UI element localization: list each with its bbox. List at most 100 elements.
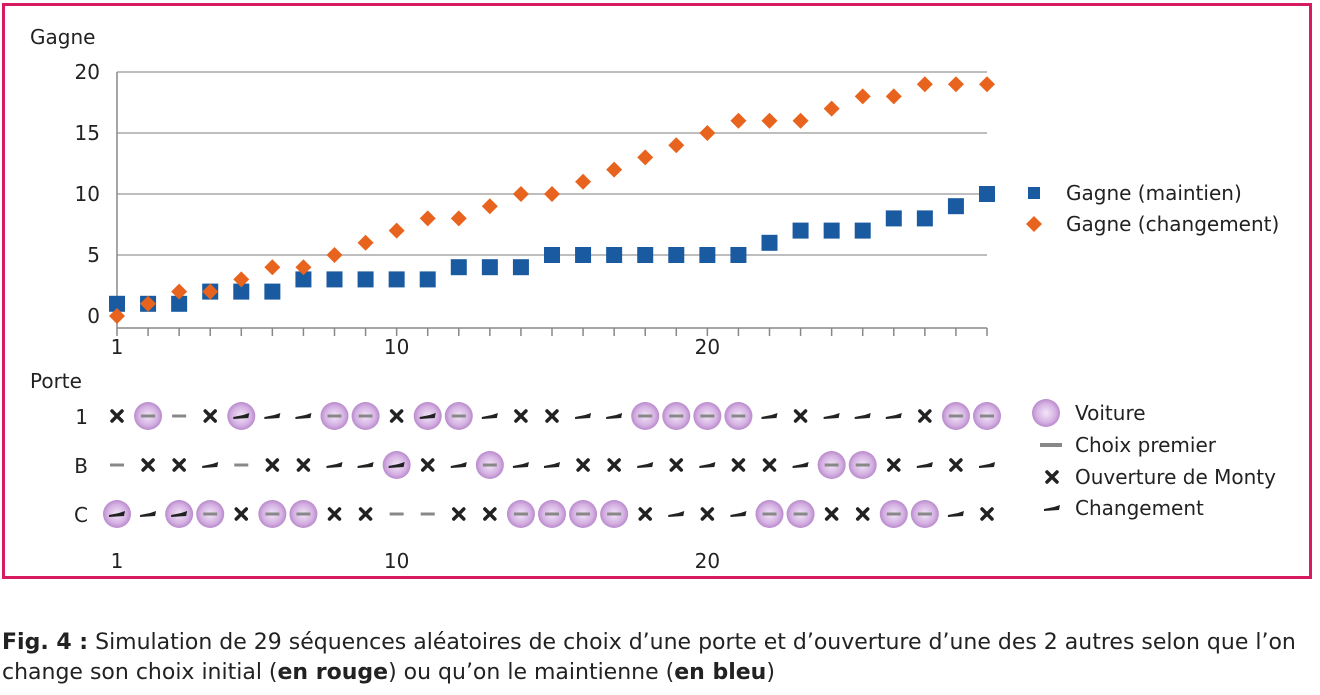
legend-first-choice-icon [1040, 443, 1062, 447]
door-x-tick-label: 10 [384, 549, 409, 573]
data-point-maintien [388, 271, 405, 288]
data-point-changement [823, 100, 840, 117]
data-point-maintien [947, 198, 964, 215]
switch-marker [264, 413, 281, 419]
data-point-maintien [357, 271, 374, 288]
first-choice-marker [824, 463, 839, 467]
x-tick-label: 20 [695, 335, 720, 359]
data-point-maintien [326, 271, 343, 288]
switch-marker [357, 462, 374, 468]
data-point-maintien [233, 283, 250, 300]
scatter-chart: 0 5 10 15 20 1 10 20 Gagne Gagne (maintien) Gagne … [30, 25, 1279, 359]
data-point-changement [171, 283, 188, 300]
legend-label: Gagne (maintien) [1066, 181, 1242, 205]
first-choice-marker [948, 414, 963, 418]
monty-open-marker [389, 409, 404, 423]
switch-marker [419, 413, 436, 419]
data-point-maintien [979, 186, 995, 202]
porte-axis-title: Porte [30, 369, 82, 393]
data-point-changement [233, 271, 250, 288]
data-point-maintien [916, 210, 933, 227]
door-x-tick-label: 20 [695, 549, 720, 573]
legend-switch-icon [1044, 505, 1060, 511]
data-point-maintien [264, 283, 281, 300]
figure-canvas: 0 5 10 15 20 1 10 20 Gagne Gagne (maintien) Gagne … [30, 25, 1279, 573]
data-point-changement [854, 88, 871, 105]
switch-marker [916, 462, 933, 468]
y-tick-label: 15 [75, 121, 100, 145]
switch-marker [388, 462, 405, 468]
data-point-changement [730, 112, 747, 129]
monty-open-marker [420, 458, 435, 472]
y-axis-title: Gagne [30, 25, 95, 49]
data-point-maintien [699, 247, 716, 263]
data-point-changement [792, 112, 809, 129]
switch-marker [202, 462, 219, 468]
door-row-label: 1 [75, 405, 88, 429]
data-point-maintien [885, 210, 902, 227]
caption-text-1: Simulation de 29 séquences aléatoires de… [2, 630, 1296, 685]
monty-open-marker [980, 507, 994, 521]
door-x-tick-label: 1 [111, 549, 124, 573]
data-point-changement [606, 161, 623, 178]
switch-marker [761, 413, 778, 419]
first-choice-marker [917, 512, 932, 516]
legend-monty-icon [1045, 470, 1059, 484]
data-point-maintien [761, 234, 778, 251]
monty-open-marker [234, 507, 249, 521]
first-choice-marker [451, 414, 466, 418]
data-point-maintien [512, 259, 529, 276]
monty-open-marker [545, 409, 559, 423]
data-point-changement [202, 283, 219, 300]
data-point-changement [388, 222, 405, 239]
first-choice-marker [172, 414, 187, 418]
x-tick-label: 1 [111, 335, 124, 359]
first-choice-marker [482, 463, 497, 467]
monty-open-marker [514, 409, 528, 423]
monty-open-marker [358, 507, 373, 521]
data-point-maintien [419, 271, 436, 288]
switch-marker [730, 511, 747, 517]
monty-open-marker [731, 458, 746, 472]
data-point-changement [916, 76, 933, 93]
switch-marker [233, 413, 250, 419]
first-choice-marker [762, 512, 777, 516]
data-point-maintien [637, 247, 654, 263]
monty-open-marker [700, 507, 715, 521]
first-choice-marker [203, 512, 218, 516]
data-point-changement [979, 76, 995, 93]
door-row-label: B [74, 454, 88, 478]
data-point-maintien [450, 259, 467, 276]
monty-open-marker [265, 458, 280, 472]
door-legend-label: Ouverture de Monty [1075, 465, 1276, 489]
switch-marker [699, 462, 716, 468]
switch-marker [823, 413, 840, 419]
data-point-maintien [823, 222, 840, 239]
data-point-changement [109, 308, 125, 324]
data-point-changement [481, 198, 498, 215]
monty-open-marker [452, 507, 466, 521]
legend-car-icon [1032, 399, 1060, 427]
switch-marker [606, 413, 623, 419]
data-point-maintien [295, 271, 312, 288]
data-point-maintien [606, 247, 623, 263]
monty-open-marker [203, 409, 217, 423]
monty-open-marker [887, 458, 901, 472]
first-choice-marker [234, 463, 249, 467]
legend-marker-changement [1026, 216, 1042, 232]
data-point-changement [699, 125, 716, 141]
data-point-maintien [854, 222, 871, 239]
data-point-changement [637, 149, 654, 166]
data-point-changement [761, 112, 778, 129]
data-point-changement [326, 247, 343, 263]
switch-marker [295, 413, 312, 419]
switch-marker [575, 413, 592, 419]
data-point-changement [885, 88, 902, 105]
monty-open-marker [110, 409, 124, 423]
legend-marker-maintien [1028, 187, 1040, 199]
first-choice-marker [669, 414, 684, 418]
data-point-maintien [730, 247, 747, 263]
first-choice-marker [576, 512, 591, 516]
switch-marker [885, 413, 902, 419]
